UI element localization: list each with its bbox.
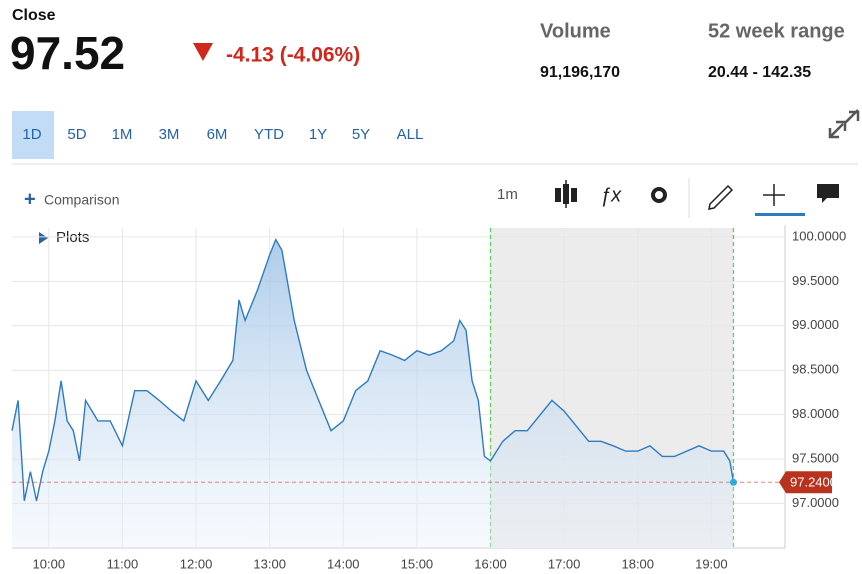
price-line (11, 238, 735, 502)
y-tick-label: 99.0000 (792, 317, 839, 332)
area (12, 239, 734, 548)
last-price-tag (779, 471, 832, 494)
range-button[interactable]: 1M (112, 126, 133, 143)
range-button[interactable]: 3M (159, 126, 180, 143)
down-arrow (193, 43, 213, 61)
y-tick-label: 97.5000 (792, 451, 839, 466)
indicator-icon[interactable]: ƒx (600, 184, 622, 206)
x-tick-label: 16:00 (474, 556, 507, 571)
x-tick-label: 14:00 (327, 556, 360, 571)
x-tick-label: 13:00 (253, 556, 286, 571)
draw-icon[interactable] (708, 184, 734, 210)
last-price-label: 97.2400 (790, 475, 837, 490)
chart: 97.0000 97.5000 98.0000 98.5000 99.0000 99.50… (11, 228, 846, 571)
x-tick-label: 15:00 (401, 556, 434, 571)
price: 97.52 (10, 27, 125, 79)
y-tick-label: 100.0000 (792, 228, 846, 243)
volume: 91,196,170 (540, 64, 620, 81)
volume-label: Volume (540, 20, 611, 42)
plots[interactable]: Plots (56, 229, 89, 246)
range-button[interactable]: 1D (22, 126, 41, 143)
x-tick-label: 18:00 (621, 556, 654, 571)
candle-icon[interactable] (555, 180, 577, 208)
close-label: Close (12, 7, 56, 24)
x-tick-label: 19:00 (695, 556, 728, 571)
week-range: 20.44 - 142.35 (708, 64, 811, 81)
x-tick-label: 12:00 (180, 556, 213, 571)
x-tick-label: 11:00 (107, 556, 139, 571)
range-button[interactable]: 1Y (309, 126, 327, 143)
y-tick-label: 98.0000 (792, 406, 839, 421)
y-tick-label: 98.5000 (792, 362, 839, 377)
x-tick-label: 10:00 (33, 556, 66, 571)
plots-toggle[interactable] (39, 232, 48, 244)
crosshair-icon[interactable] (763, 184, 785, 206)
settings-icon[interactable] (651, 187, 667, 203)
interval[interactable]: 1m (497, 186, 518, 203)
active-range (12, 111, 54, 159)
range-button[interactable]: 5D (67, 126, 86, 143)
price-change: -4.13 (-4.06%) (226, 44, 360, 67)
y-tick-label: 99.5000 (792, 273, 839, 288)
comment-icon[interactable] (817, 184, 839, 203)
active-tool (755, 213, 805, 216)
x-tick-label: 17:00 (548, 556, 581, 571)
range-button[interactable]: YTD (254, 126, 284, 143)
plus-icon[interactable]: + (24, 188, 36, 210)
range-label: 52 week range (708, 20, 845, 42)
range-button[interactable]: ALL (397, 126, 424, 143)
range-button[interactable]: 6M (207, 126, 228, 143)
comparison[interactable]: Comparison (44, 192, 119, 208)
range-button[interactable]: 5Y (352, 126, 370, 143)
expand-icon[interactable] (828, 109, 860, 139)
y-tick-label: 97.0000 (792, 495, 839, 510)
